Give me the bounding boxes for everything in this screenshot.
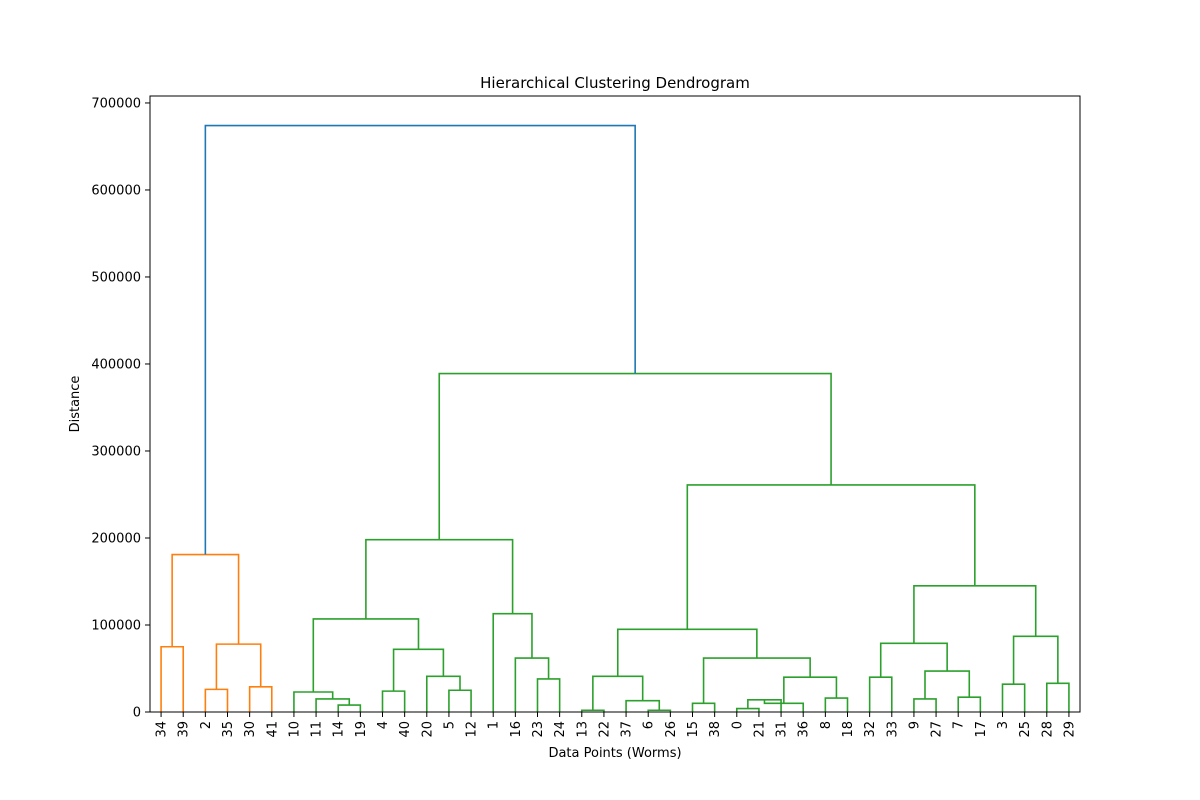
x-tick-label: 37 bbox=[620, 721, 635, 738]
chart-title: Hierarchical Clustering Dendrogram bbox=[480, 74, 750, 92]
x-tick-label: 21 bbox=[752, 721, 767, 738]
x-tick-label: 38 bbox=[708, 721, 723, 738]
x-tick-label: 41 bbox=[265, 721, 280, 738]
x-tick-label: 25 bbox=[1018, 721, 1033, 738]
x-tick-label: 32 bbox=[863, 721, 878, 738]
x-tick-label: 18 bbox=[841, 721, 856, 738]
dendrogram-link-g21 bbox=[824, 697, 849, 712]
x-tick-label: 36 bbox=[797, 721, 812, 738]
x-tick-label: 31 bbox=[775, 721, 790, 738]
x-tick-label: 1 bbox=[487, 721, 502, 729]
dendrogram-link-g33 bbox=[913, 585, 1037, 644]
x-tick-label: 16 bbox=[509, 721, 524, 738]
x-tick-label: 3 bbox=[996, 721, 1011, 729]
x-tick-label: 22 bbox=[597, 721, 612, 738]
x-tick-label: 10 bbox=[287, 721, 302, 738]
x-axis-label: Data Points (Worms) bbox=[548, 746, 681, 761]
x-tick-label: 13 bbox=[575, 721, 590, 738]
y-tick-label: 0 bbox=[133, 706, 141, 721]
dendrogram-link-a1 bbox=[160, 645, 185, 712]
dendrogram-link-g22 bbox=[783, 676, 838, 704]
x-tick-label: 2 bbox=[199, 721, 214, 729]
x-tick-label: 8 bbox=[819, 721, 834, 729]
x-tick-label: 20 bbox=[420, 721, 435, 738]
dendrogram-link-g16 bbox=[592, 675, 644, 711]
x-tick-label: 28 bbox=[1040, 721, 1055, 738]
dendrogram-link-a2 bbox=[204, 688, 229, 712]
y-tick-label: 300000 bbox=[91, 444, 141, 459]
dendrogram-link-g29 bbox=[879, 642, 948, 678]
dendrogram-link-g3 bbox=[293, 691, 334, 712]
dendrogram-link-a5 bbox=[171, 553, 240, 647]
y-tick-label: 500000 bbox=[91, 270, 141, 285]
x-tick-label: 29 bbox=[1062, 721, 1077, 738]
x-tick-label: 12 bbox=[465, 721, 480, 738]
dendrogram-link-g25 bbox=[868, 676, 893, 712]
dendrogram-link-g11 bbox=[492, 612, 533, 712]
x-tick-label: 26 bbox=[664, 721, 679, 738]
x-tick-label: 14 bbox=[332, 721, 347, 738]
x-tick-label: 0 bbox=[730, 721, 745, 729]
dendrogram-link-g8 bbox=[312, 618, 420, 692]
x-tick-label: 27 bbox=[930, 721, 945, 738]
y-axis: 0 100000 200000 300000 400000 500000 600000 700… bbox=[91, 96, 150, 721]
y-tick-label: 600000 bbox=[91, 183, 141, 198]
dendrogram-link-a3 bbox=[248, 685, 273, 712]
dendrogram-link-g31 bbox=[1045, 682, 1070, 712]
x-tick-label: 11 bbox=[310, 721, 325, 738]
x-tick-label: 6 bbox=[642, 721, 657, 729]
dendrogram-link-g18 bbox=[735, 707, 760, 712]
dendrogram-link-g34 bbox=[686, 484, 976, 630]
y-tick-label: 700000 bbox=[91, 96, 141, 111]
dendrogram-link-g6 bbox=[425, 675, 461, 712]
dendrogram-link-g12 bbox=[365, 538, 514, 619]
dendrogram-link-g5 bbox=[448, 689, 472, 712]
dendrogram-link-g24 bbox=[616, 628, 758, 677]
dendrogram-link-g35 bbox=[438, 372, 832, 540]
dendrogram-link-g32 bbox=[1012, 635, 1059, 685]
x-tick-label: 15 bbox=[686, 721, 701, 738]
dendrogram-link-g1 bbox=[337, 704, 362, 712]
dendrogram-link-a4 bbox=[215, 643, 262, 690]
x-tick-label: 19 bbox=[354, 721, 369, 738]
x-tick-label: 7 bbox=[952, 721, 967, 729]
dendrogram-link-g28 bbox=[924, 670, 971, 699]
dendrogram-link-g26 bbox=[913, 698, 937, 712]
x-tick-label: 40 bbox=[398, 721, 413, 738]
x-tick-label: 34 bbox=[155, 721, 170, 738]
x-tick-label: 24 bbox=[553, 721, 568, 738]
dendrogram-link-root bbox=[204, 124, 636, 555]
x-tick-label: 30 bbox=[243, 721, 258, 738]
x-tick-label: 23 bbox=[531, 721, 546, 738]
plot-frame bbox=[149, 95, 1081, 713]
dendrogram-links bbox=[160, 124, 1070, 712]
dendrogram-link-g23 bbox=[702, 657, 811, 704]
dendrogram-link-g9 bbox=[536, 678, 561, 712]
dendrogram-link-g17 bbox=[691, 702, 716, 712]
dendrogram-link-g4 bbox=[381, 690, 406, 712]
y-tick-label: 200000 bbox=[91, 531, 141, 546]
y-tick-label: 100000 bbox=[91, 618, 141, 633]
x-tick-label: 33 bbox=[885, 721, 900, 738]
x-tick-label: 9 bbox=[907, 721, 922, 729]
x-axis: 34 39 2 35 30 41 10 11 14 19 4 40 20 5 12 1 16 23 24 13 22 37… bbox=[155, 712, 1077, 738]
x-tick-label: 35 bbox=[221, 721, 236, 738]
dendrogram-link-g7 bbox=[392, 648, 445, 692]
x-tick-label: 4 bbox=[376, 721, 391, 729]
dendrogram-link-g10 bbox=[514, 657, 550, 712]
dendrogram-link-g30 bbox=[1001, 683, 1026, 712]
x-tick-label: 39 bbox=[177, 721, 192, 738]
x-tick-label: 5 bbox=[442, 721, 457, 729]
x-tick-label: 17 bbox=[974, 721, 989, 738]
y-tick-label: 400000 bbox=[91, 357, 141, 372]
y-axis-label: Distance bbox=[68, 376, 83, 433]
dendrogram-link-g27 bbox=[957, 696, 982, 712]
